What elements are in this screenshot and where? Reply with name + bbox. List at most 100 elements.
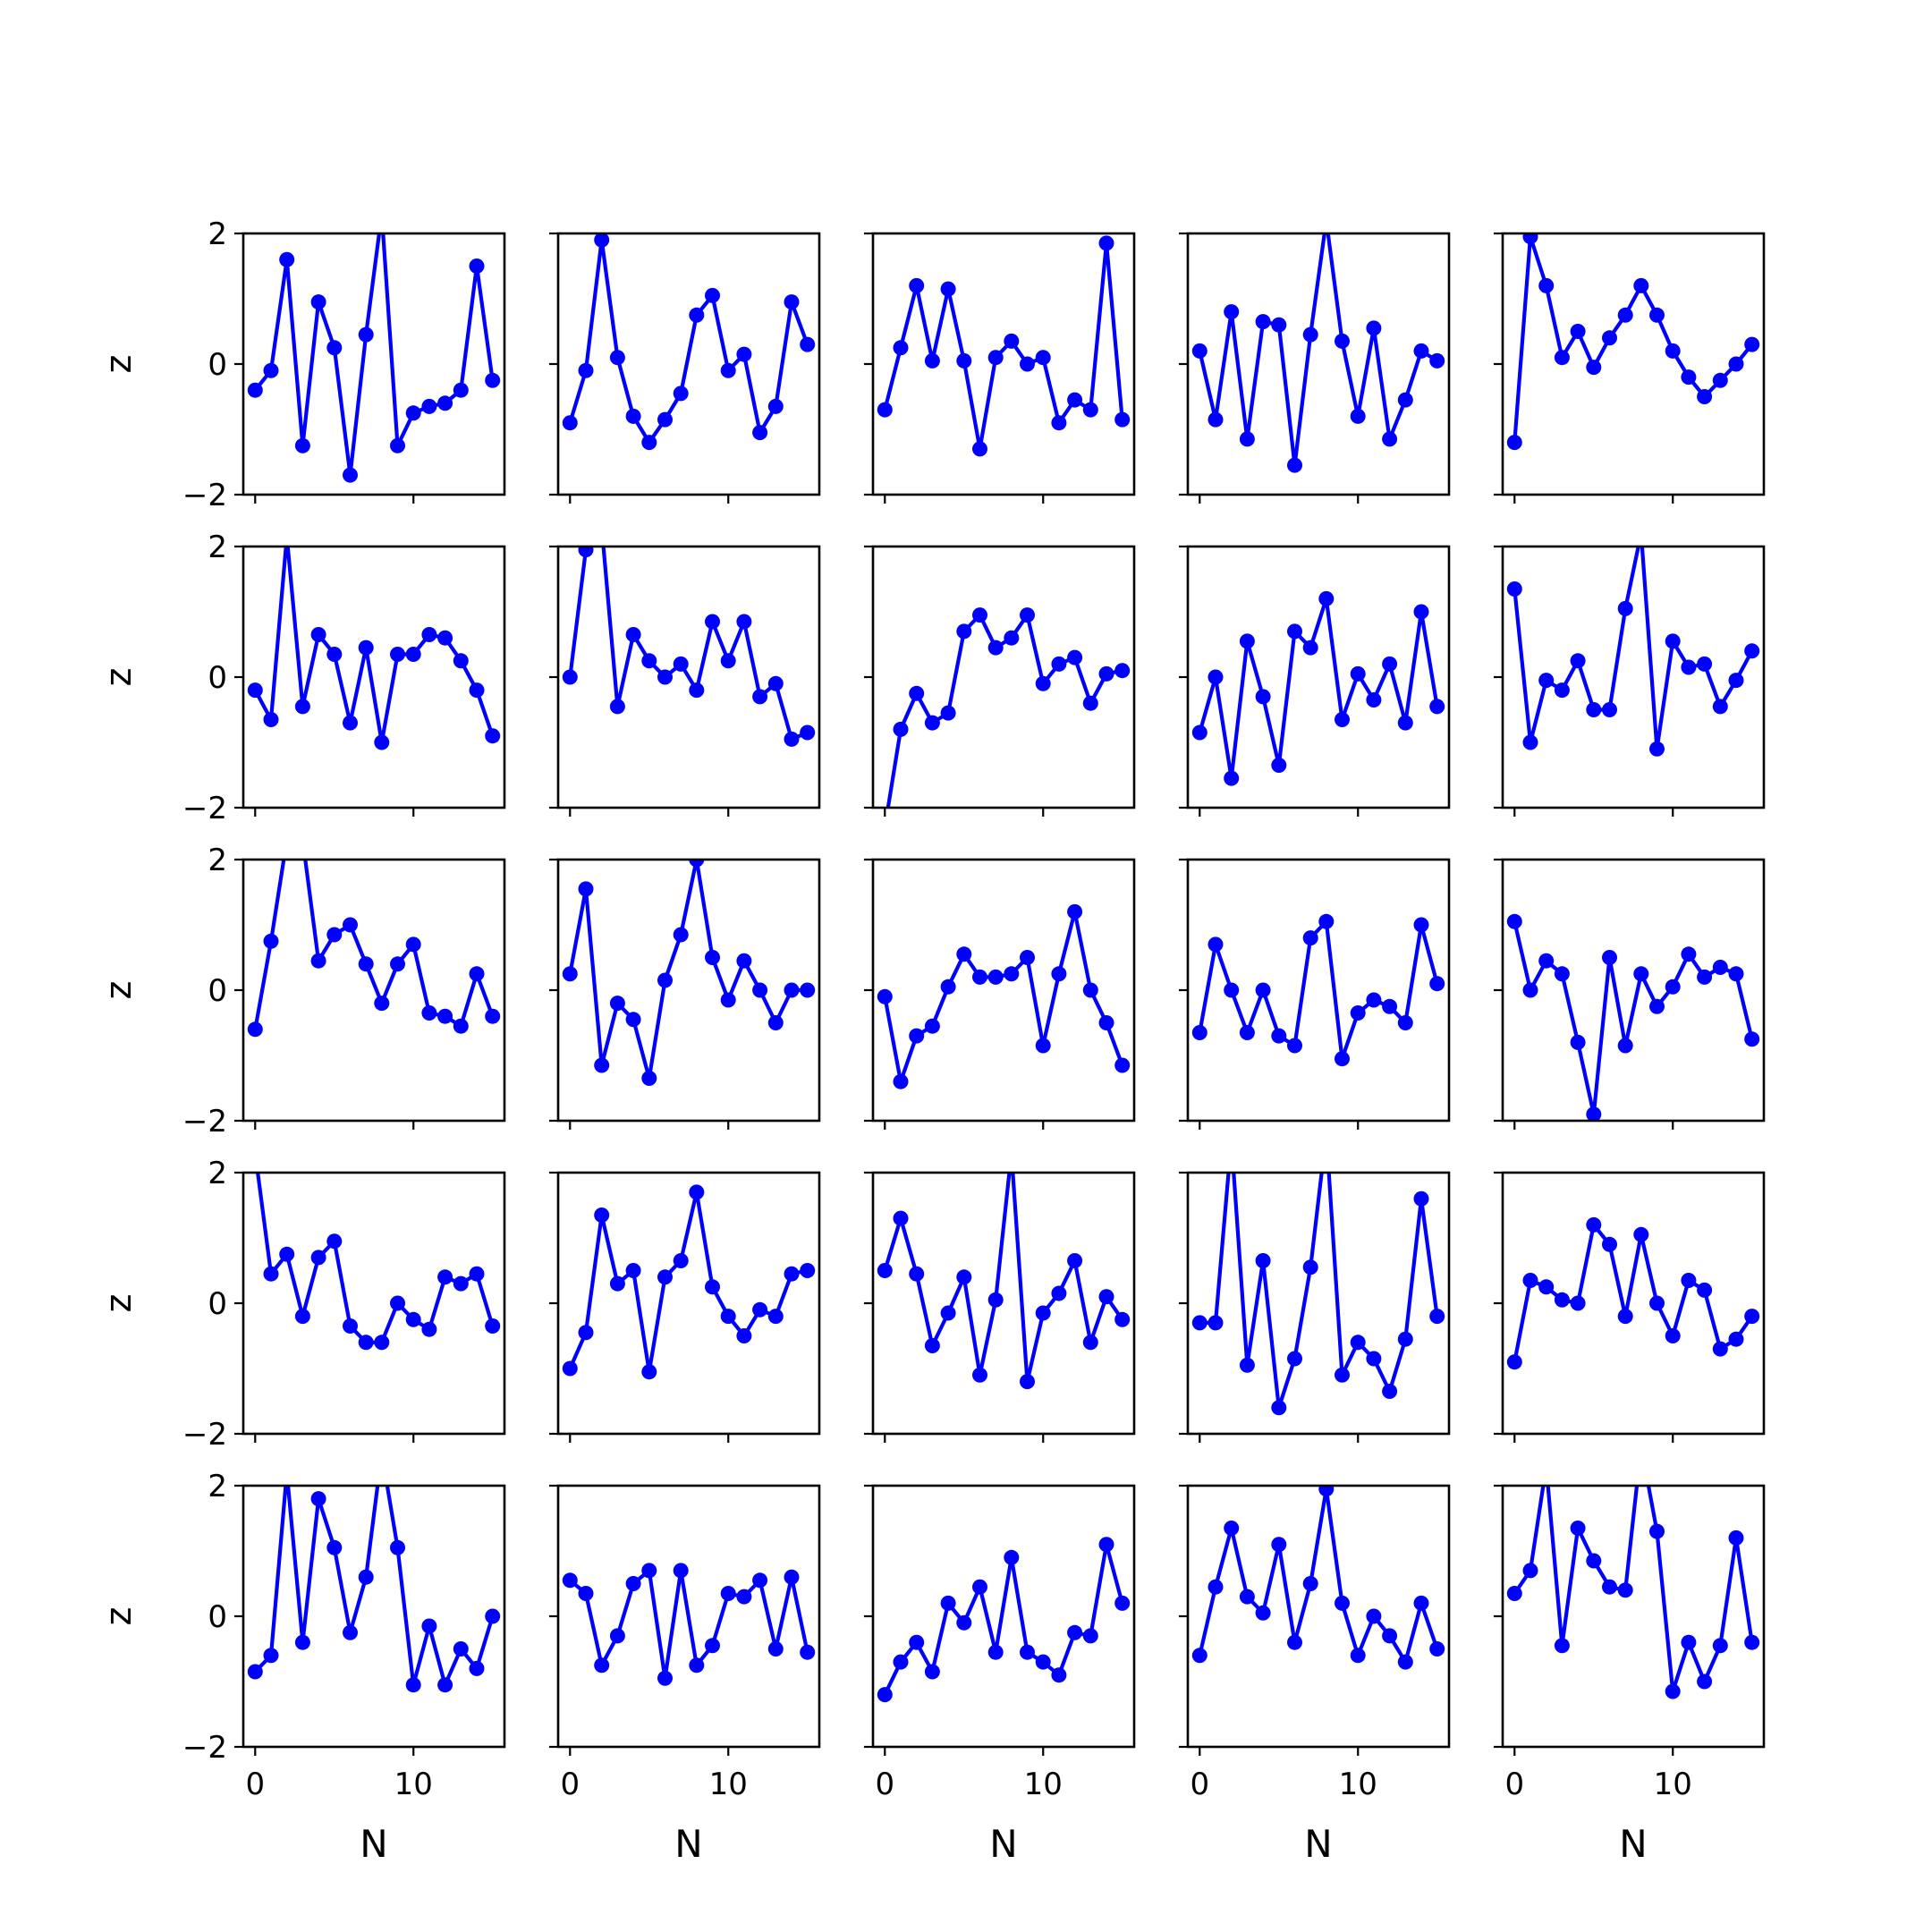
data-point — [1255, 689, 1271, 705]
series-group — [247, 860, 501, 1038]
data-point — [1681, 369, 1697, 386]
data-point — [1335, 1367, 1350, 1383]
data-point — [1586, 360, 1602, 376]
data-point — [972, 607, 987, 623]
data-point — [1335, 712, 1350, 727]
data-point — [893, 1073, 909, 1089]
data-point — [641, 1071, 657, 1086]
data-point — [1522, 734, 1538, 750]
data-point — [1239, 1589, 1255, 1605]
data-point — [705, 1638, 720, 1654]
data-point — [562, 966, 578, 982]
data-point — [469, 966, 485, 982]
data-point — [987, 969, 1004, 985]
data-point — [1302, 930, 1318, 946]
data-point — [405, 1311, 421, 1327]
series-group — [1191, 913, 1445, 1067]
data-point — [421, 1005, 437, 1021]
data-point — [1287, 1351, 1302, 1367]
data-point — [1035, 675, 1051, 691]
data-point — [437, 630, 453, 646]
data-point — [247, 382, 263, 398]
subplot-5-2: 0 10N — [549, 1484, 821, 1866]
data-point — [1051, 415, 1067, 431]
series-line — [1513, 920, 1754, 1116]
data-point — [673, 927, 689, 943]
data-point — [1617, 600, 1633, 616]
data-point — [453, 1018, 469, 1034]
series-group — [1191, 233, 1445, 473]
data-point — [657, 1670, 673, 1686]
data-point — [1554, 1292, 1570, 1308]
data-point — [1681, 1273, 1697, 1288]
data-point — [247, 1021, 263, 1038]
data-point — [673, 386, 689, 402]
data-point — [657, 972, 673, 988]
data-point — [987, 640, 1004, 656]
data-point — [1191, 1648, 1208, 1664]
data-point — [720, 653, 736, 669]
data-point — [1506, 1354, 1522, 1370]
data-point — [1570, 653, 1586, 669]
data-point — [689, 1184, 705, 1200]
x-tick-label: 10 — [709, 1767, 748, 1802]
data-point — [1114, 1595, 1131, 1611]
data-point — [1649, 307, 1665, 323]
x-tick-label: 10 — [394, 1767, 433, 1802]
x-tick-label: 0 — [560, 1767, 580, 1802]
data-point — [1538, 277, 1555, 293]
data-point — [1586, 1106, 1602, 1121]
subplot-1-1: −2 0 2 z — [98, 216, 506, 513]
y-tick-label: −2 — [182, 1104, 227, 1140]
data-point — [1208, 669, 1224, 685]
series-group — [247, 233, 501, 483]
series-group — [877, 235, 1131, 457]
data-point — [956, 946, 972, 962]
data-point — [405, 405, 421, 421]
data-point — [1649, 998, 1665, 1014]
data-point — [1744, 336, 1760, 352]
data-point — [1302, 640, 1318, 656]
subplot-4-2 — [549, 1171, 821, 1443]
data-point — [1617, 1309, 1633, 1325]
data-point — [1318, 1486, 1335, 1497]
data-point — [972, 1579, 987, 1595]
data-point — [326, 340, 343, 356]
data-point — [924, 1664, 940, 1680]
data-point — [877, 402, 893, 418]
series-group — [562, 1563, 816, 1686]
data-point — [1366, 992, 1382, 1008]
series-line — [253, 547, 495, 745]
data-point — [421, 1321, 437, 1337]
data-point — [641, 1563, 657, 1579]
data-point — [1067, 1253, 1083, 1268]
data-point — [924, 1018, 940, 1034]
data-point — [1366, 1608, 1382, 1624]
data-point — [1382, 431, 1398, 447]
data-point — [1082, 1628, 1098, 1644]
data-point — [609, 1628, 625, 1644]
data-point — [1522, 1273, 1538, 1288]
data-point — [358, 640, 374, 656]
data-point — [1067, 1624, 1083, 1640]
data-point — [343, 1318, 358, 1334]
data-point — [1302, 1576, 1318, 1591]
data-point — [294, 1634, 310, 1650]
data-point — [924, 715, 940, 731]
data-point — [784, 294, 800, 310]
data-point — [294, 699, 310, 715]
data-point — [1004, 1549, 1020, 1565]
data-point — [1382, 656, 1398, 672]
data-point — [752, 982, 768, 998]
data-point — [247, 682, 263, 699]
data-point — [1208, 1315, 1224, 1331]
data-point — [800, 336, 816, 352]
data-point — [374, 996, 390, 1012]
data-point — [1728, 356, 1744, 372]
data-point — [1397, 715, 1413, 731]
data-point — [358, 1569, 374, 1585]
data-point — [1350, 1005, 1366, 1021]
subplot-3-3 — [864, 858, 1136, 1130]
data-point — [1271, 317, 1287, 333]
data-point — [469, 1266, 485, 1282]
